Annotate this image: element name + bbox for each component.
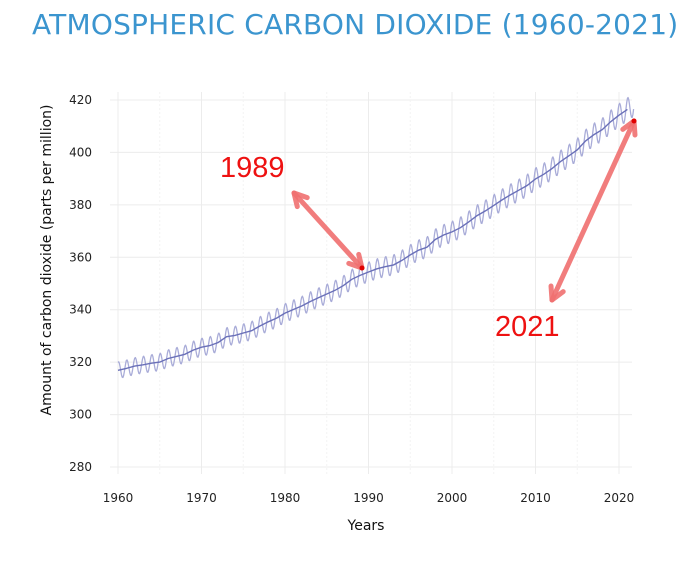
y-tick-label: 280 [69,460,92,474]
x-tick-label: 2000 [437,491,468,505]
x-tick-label: 1960 [103,491,134,505]
y-tick-label: 340 [69,303,92,317]
x-axis-label: Years [347,518,385,534]
data-series [117,96,635,379]
y-tick-label: 360 [69,250,92,264]
trend-series-line [117,108,628,371]
x-tick-label: 2010 [520,491,551,505]
y-axis-ticks: 280 300 320 340 360 380 400 420 [69,93,92,474]
x-tick-label: 2020 [604,491,635,505]
x-tick-label: 1990 [353,491,384,505]
annotation-arrows [291,118,638,303]
x-axis-ticks: 1960 1970 1980 1990 2000 2010 2020 [103,491,635,505]
x-tick-label: 1980 [270,491,301,505]
x-tick-label: 1970 [186,491,217,505]
y-tick-label: 380 [69,198,92,212]
annotation-1989-label: 1989 [220,152,285,184]
y-tick-label: 400 [69,145,92,159]
annotation-2021-label: 2021 [495,311,560,343]
seasonal-series-line [117,96,635,379]
y-tick-label: 300 [69,408,92,422]
arrow-2021 [548,118,638,303]
chart-title: ATMOSPHERIC CARBON DIOXIDE (1960-2021) [32,8,679,41]
y-axis-label: Amount of carbon dioxide (parts per mill… [39,105,55,416]
y-tick-label: 420 [69,93,92,107]
grid-lines [110,92,632,474]
y-tick-label: 320 [69,355,92,369]
arrow-1989 [291,190,365,271]
